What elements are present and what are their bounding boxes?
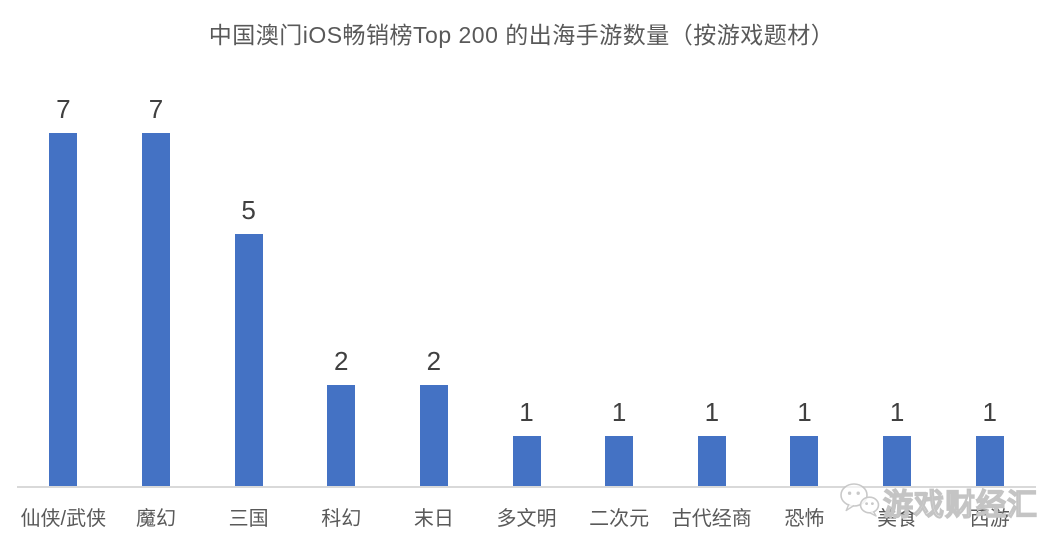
bar-group: 1 二次元 [573, 60, 666, 530]
bar [419, 385, 448, 486]
bar-value-label: 1 [611, 396, 627, 427]
bar [327, 385, 356, 486]
chart-title: 中国澳门iOS畅销榜Top 200 的出海手游数量（按游戏题材） [208, 22, 835, 48]
bar-group: 1 古代经商 [665, 60, 758, 530]
bar-group: 2 末日 [388, 60, 481, 530]
bar-category-label: 多文明 [496, 508, 557, 530]
bar-group: 7 魔幻 [110, 60, 203, 530]
bar-value-label: 7 [148, 94, 164, 124]
bar-group: 5 三国 [202, 60, 295, 530]
bar-value-label: 1 [704, 396, 720, 427]
bar-value-label: 5 [241, 194, 256, 225]
bar-category-label: 三国 [228, 508, 269, 530]
bar-category-label: 魔幻 [135, 508, 176, 530]
bar-group: 7 仙侠/武侠 [17, 60, 110, 530]
x-axis-line [17, 486, 1036, 488]
bar-value-label: 2 [426, 346, 442, 377]
bar [141, 133, 170, 486]
bar [234, 233, 263, 486]
bar-category-label: 西游 [969, 508, 1010, 530]
bar-category-label: 仙侠/武侠 [20, 508, 107, 530]
bar-value-label: 1 [519, 396, 534, 427]
bar-value-label: 1 [982, 396, 997, 427]
bar-category-label: 古代经商 [671, 508, 752, 530]
bar-category-label: 二次元 [589, 508, 650, 530]
bar-value-label: 1 [889, 396, 905, 427]
bar-value-label: 2 [334, 346, 349, 377]
bar-group: 1 美食 [851, 60, 944, 530]
plot-area: 7 仙侠/武侠 7 魔幻 5 三国 2 科幻 2 末日 1 多文明 1 二次元 1 古代经商 1 恐怖 1 美食 1 西游 [17, 60, 1036, 530]
bar [605, 435, 634, 486]
bar [883, 435, 912, 486]
bar [790, 435, 819, 486]
bar-group: 1 恐怖 [758, 60, 851, 530]
bar-category-label: 科幻 [321, 508, 362, 530]
bar-group: 1 多文明 [480, 60, 573, 530]
bar [49, 133, 78, 486]
bar-value-label: 1 [797, 396, 812, 427]
bar [697, 435, 726, 486]
bar-group: 1 西游 [943, 60, 1036, 530]
bar [512, 435, 541, 486]
bar-group: 2 科幻 [295, 60, 388, 530]
bar-category-label: 末日 [413, 508, 454, 530]
bars-container: 7 仙侠/武侠 7 魔幻 5 三国 2 科幻 2 末日 1 多文明 1 二次元 1 古代经商 1 恐怖 1 美食 1 西游 [17, 60, 1036, 530]
bar-category-label: 恐怖 [784, 508, 825, 530]
bar-category-label: 美食 [877, 508, 918, 530]
bar-value-label: 7 [56, 94, 71, 124]
bar [975, 435, 1004, 486]
